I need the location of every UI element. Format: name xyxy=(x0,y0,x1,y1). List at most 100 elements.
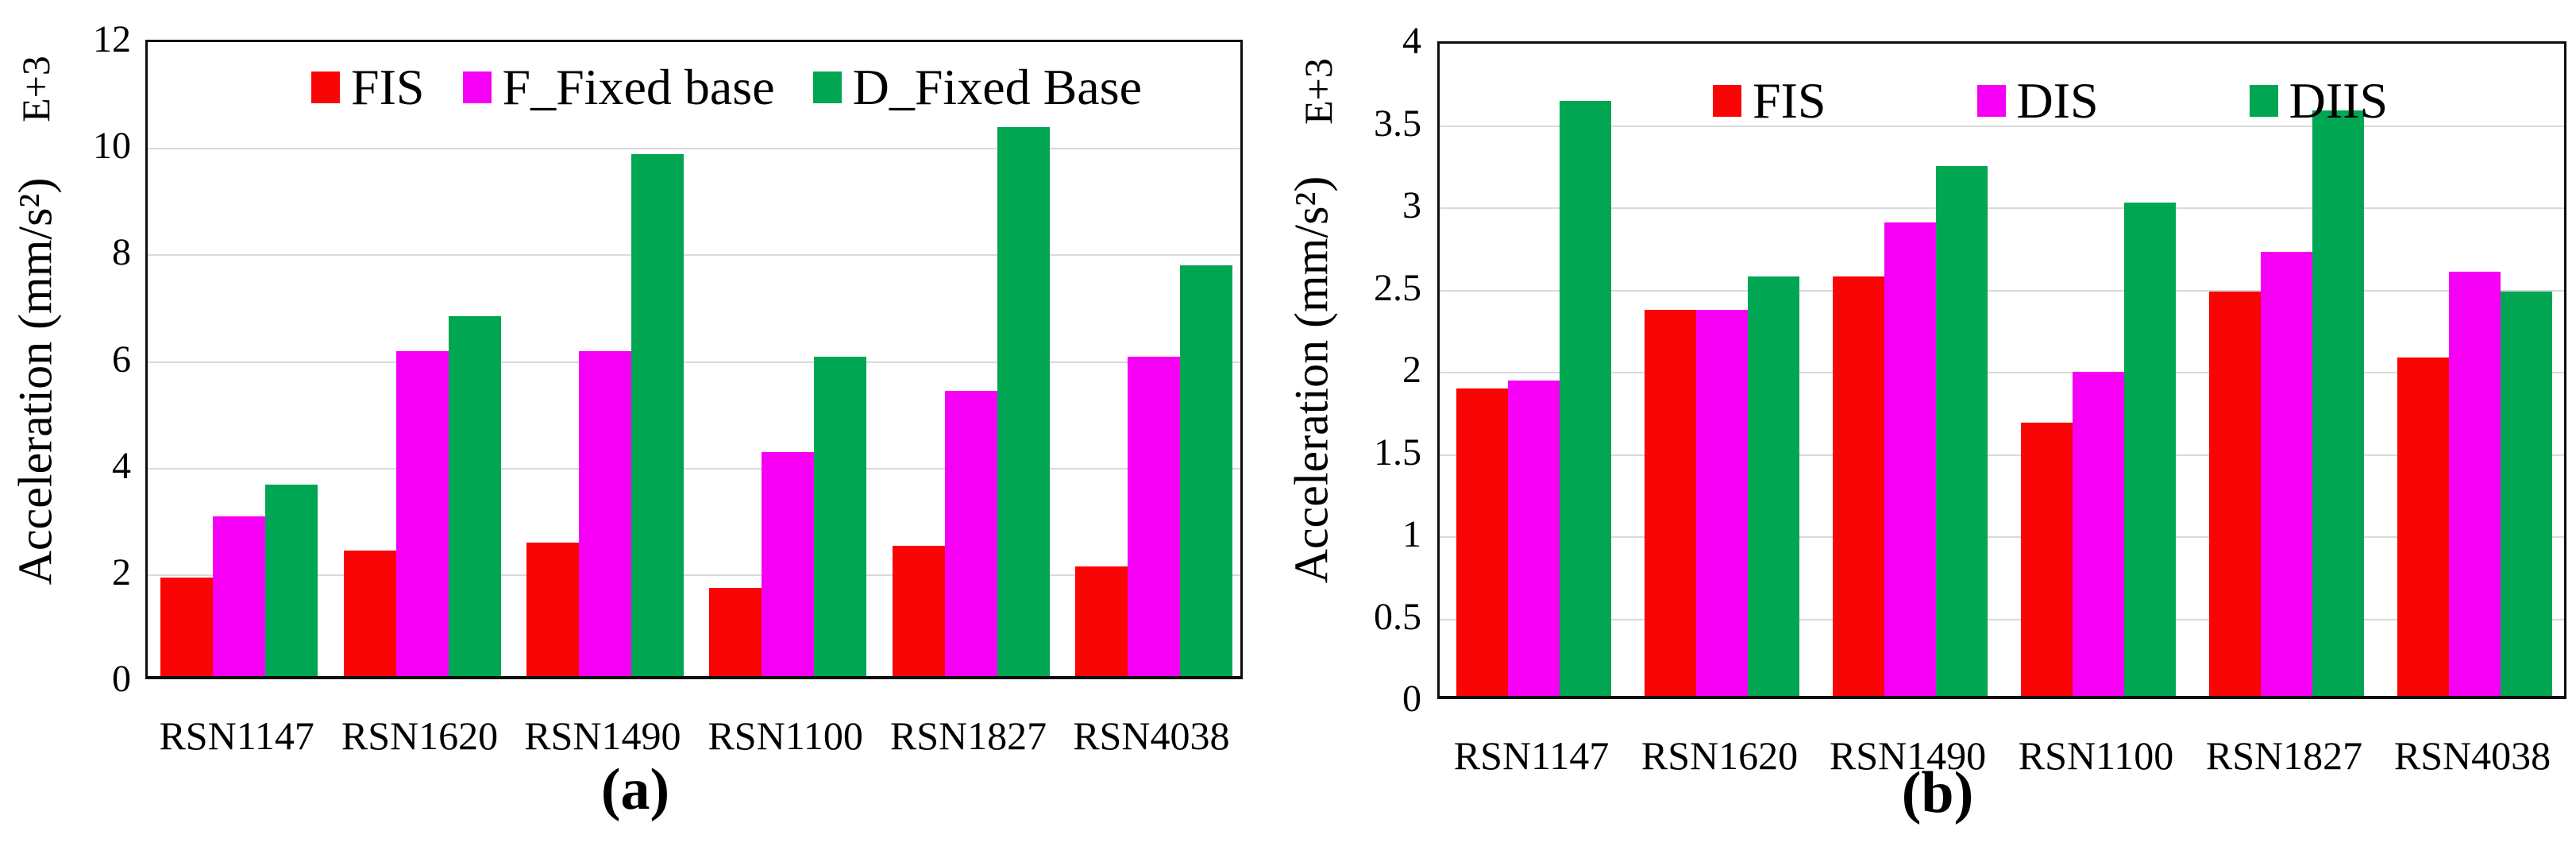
bar-fis-rsn1147 xyxy=(160,577,214,676)
legend-swatch-icon xyxy=(812,72,842,103)
y-tick-label: 0 xyxy=(112,658,131,700)
legend-swatch-icon xyxy=(1713,85,1741,117)
bar-d-fixed-base-rsn1620 xyxy=(448,316,501,676)
bar-fis-rsn1100 xyxy=(2021,423,2073,696)
legend-label: FIS xyxy=(1753,72,1826,129)
legend-item-d-fixed-base: D_Fixed Base xyxy=(812,58,1142,117)
y-tick-label: 10 xyxy=(93,125,131,168)
y-tick-label: 3.5 xyxy=(1374,102,1421,145)
legend-item-diis: DIIS xyxy=(2249,72,2389,130)
bar-f-fixed-base-rsn1147 xyxy=(213,516,266,676)
legend-label: D_Fixed Base xyxy=(852,59,1142,115)
y-axis-multiplier: E+3 xyxy=(13,56,58,122)
x-category-label: RSN1827 xyxy=(889,713,1047,758)
legend-swatch-icon xyxy=(1976,85,2006,117)
bar-dis-rsn1827 xyxy=(2261,252,2312,696)
x-category-label: RSN1490 xyxy=(1829,733,1987,778)
y-tick-label: 1 xyxy=(1402,513,1421,555)
bar-dis-rsn4038 xyxy=(2449,271,2501,696)
bar-fis-rsn4038 xyxy=(1074,566,1128,676)
bar-fis-rsn1490 xyxy=(1833,276,1884,696)
y-tick-label: 0.5 xyxy=(1374,595,1421,638)
gridline xyxy=(1440,536,2564,538)
legend: FIS DIS DIIS xyxy=(1713,72,2388,130)
y-tick-label: 3 xyxy=(1402,184,1421,226)
bar-dis-rsn1620 xyxy=(1696,309,1748,696)
bar-diis-rsn1620 xyxy=(1748,276,1799,696)
bar-f-fixed-base-rsn1827 xyxy=(944,391,997,676)
bar-diis-rsn1490 xyxy=(1936,166,1988,696)
y-tick-label: 0 xyxy=(1402,678,1421,720)
bar-fis-rsn1827 xyxy=(892,545,945,676)
gridline xyxy=(1440,618,2564,620)
y-tick-label: 2.5 xyxy=(1374,266,1421,309)
y-tick-label: 6 xyxy=(112,338,131,381)
y-tick-label: 4 xyxy=(1402,20,1421,62)
bar-f-fixed-base-rsn4038 xyxy=(1127,356,1180,676)
gridline xyxy=(148,467,1240,470)
bar-diis-rsn1100 xyxy=(2124,203,2176,696)
bar-dis-rsn1490 xyxy=(1884,222,1936,696)
bar-fis-rsn1827 xyxy=(2209,291,2261,696)
legend-item-f-fixed-base: F_Fixed base xyxy=(462,58,775,117)
bar-f-fixed-base-rsn1100 xyxy=(762,452,815,676)
y-tick-label: 12 xyxy=(93,18,131,60)
x-category-label: RSN1147 xyxy=(159,713,314,758)
bar-fis-rsn1620 xyxy=(1645,309,1696,696)
panel-caption-b: (b) xyxy=(1901,760,1974,825)
legend-label: F_Fixed base xyxy=(502,59,775,115)
legend-swatch-icon xyxy=(462,72,492,103)
bar-fis-rsn4038 xyxy=(2397,357,2449,696)
bar-f-fixed-base-rsn1490 xyxy=(578,350,631,676)
x-category-label: RSN1827 xyxy=(2205,733,2363,778)
y-tick-label: 4 xyxy=(112,444,131,487)
x-category-label: RSN1620 xyxy=(1641,733,1799,778)
legend-item-fis: FIS xyxy=(1713,72,1826,130)
x-category-label: RSN1100 xyxy=(2018,733,2174,778)
x-category-label: RSN1147 xyxy=(1453,733,1610,778)
bar-dis-rsn1100 xyxy=(2073,372,2124,696)
x-category-label: RSN4038 xyxy=(1073,713,1230,758)
gridline xyxy=(148,574,1240,576)
gridline xyxy=(148,361,1240,363)
bar-d-fixed-base-rsn4038 xyxy=(1179,265,1232,676)
x-category-label: RSN1100 xyxy=(708,713,863,758)
plot-area xyxy=(1437,41,2566,699)
bar-fis-rsn1620 xyxy=(343,551,396,676)
y-tick-label: 2 xyxy=(1402,349,1421,391)
legend: FIS F_Fixed base D_Fixed Base xyxy=(311,58,1142,117)
bar-fis-rsn1100 xyxy=(709,588,762,676)
bar-diis-rsn1147 xyxy=(1560,100,1611,696)
bar-dis-rsn1147 xyxy=(1508,380,1560,696)
panel-caption-a: (a) xyxy=(600,757,670,822)
bar-d-fixed-base-rsn1490 xyxy=(631,153,684,676)
legend-swatch-icon xyxy=(2249,85,2278,117)
gridline xyxy=(1440,207,2564,209)
gridline xyxy=(1440,289,2564,292)
gridline xyxy=(1440,125,2564,127)
bar-fis-rsn1490 xyxy=(526,543,579,676)
bar-diis-rsn4038 xyxy=(2501,291,2552,696)
legend-item-dis: DIS xyxy=(1976,72,2099,130)
legend-label: FIS xyxy=(351,59,425,115)
x-category-label: RSN1490 xyxy=(524,713,681,758)
plot-area xyxy=(145,40,1243,679)
y-tick-label: 8 xyxy=(112,231,131,274)
bar-fis-rsn1147 xyxy=(1456,388,1508,696)
bar-f-fixed-base-rsn1620 xyxy=(395,350,449,676)
legend-label: DIIS xyxy=(2289,72,2389,129)
bar-d-fixed-base-rsn1100 xyxy=(814,356,867,676)
y-tick-label: 2 xyxy=(112,551,131,593)
legend-item-fis: FIS xyxy=(311,58,425,117)
legend-swatch-icon xyxy=(311,72,340,103)
bar-d-fixed-base-rsn1147 xyxy=(265,484,318,676)
y-tick-label: 1.5 xyxy=(1374,431,1421,473)
gridline xyxy=(1440,372,2564,373)
gridline xyxy=(148,254,1240,257)
bar-diis-rsn1827 xyxy=(2312,110,2364,696)
x-category-label: RSN1620 xyxy=(341,713,499,758)
gridline xyxy=(1440,454,2564,456)
bar-d-fixed-base-rsn1827 xyxy=(997,127,1050,676)
gridline xyxy=(148,148,1240,150)
